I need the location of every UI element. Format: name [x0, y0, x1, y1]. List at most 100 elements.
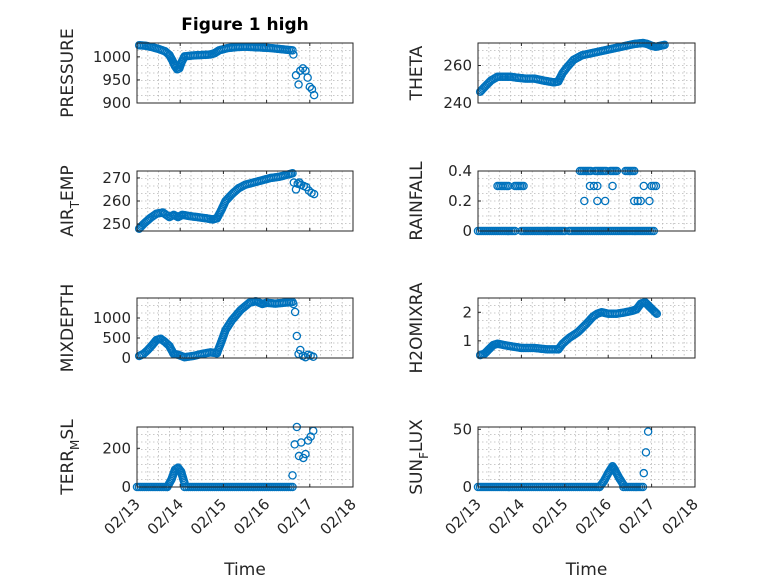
subplot-mixdepth: 0 500 1000 MIXDEPTH — [58, 284, 354, 373]
y-axis-label: MIXDEPTH — [58, 284, 78, 373]
data-point — [294, 80, 303, 89]
data-point — [643, 427, 653, 436]
y-label-tail: LUX — [407, 419, 427, 452]
y-label-subscript: M — [68, 440, 82, 450]
data-point — [608, 181, 617, 191]
y-axis-label: RAINFALL — [407, 161, 427, 241]
y-tick-label: 0.2 — [448, 192, 472, 210]
x-axis-label: Time — [565, 560, 608, 580]
data-point — [652, 309, 662, 318]
x-tick-label: 02/18 — [317, 495, 360, 538]
data-point — [660, 40, 669, 50]
y-tick-label: 50 — [453, 420, 472, 438]
y-label-main: H2OMIXRA — [407, 282, 427, 373]
axes-box — [136, 426, 354, 488]
y-tick-label: 240 — [443, 94, 472, 112]
axes-box — [136, 42, 354, 104]
data-point — [636, 196, 646, 206]
x-tick-label: 02/15 — [187, 495, 230, 538]
y-label-main: RAINFALL — [407, 161, 427, 241]
y-axis-label: H2OMIXRA — [407, 282, 427, 373]
subplot-h2omixra: 1 2 H2OMIXRA — [407, 282, 696, 374]
y-tick-label: 1000 — [93, 309, 131, 327]
x-tick-label: 02/13 — [442, 495, 485, 538]
data-point — [519, 181, 528, 191]
y-label-tail: SL — [58, 419, 78, 440]
y-tick-label: 250 — [102, 215, 131, 233]
y-tick-label: 950 — [102, 71, 131, 89]
y-axis-label: PRESSURE — [58, 28, 78, 117]
y-label-main: MIXDEPTH — [58, 284, 78, 373]
data-point — [290, 307, 300, 317]
series-h2omixra — [475, 298, 662, 360]
axes-box — [477, 426, 696, 488]
subplot-terrmsl: 0 200 02/13 02/14 02/15 02/16 02/17 02/18 Time TE… — [58, 419, 360, 580]
series-airtemp — [134, 169, 319, 233]
data-point — [291, 71, 301, 80]
y-tick-label: 500 — [102, 329, 131, 347]
y-tick-label: 1000 — [93, 48, 131, 66]
y-tick-label: 260 — [102, 192, 131, 210]
axes-box — [477, 42, 696, 104]
data-point — [650, 307, 660, 317]
grid-sunflux — [477, 427, 696, 487]
y-label-main: SUN — [407, 459, 427, 495]
data-point — [651, 308, 661, 318]
data-point — [291, 185, 301, 194]
x-tick-label: 02/16 — [230, 495, 273, 538]
y-tick-label: 0 — [121, 478, 131, 496]
y-tick-label: 200 — [102, 439, 131, 457]
y-tick-label: 1 — [462, 332, 472, 350]
y-label-main: AIR — [58, 208, 78, 237]
subplot-theta: 240 260 THETA — [407, 38, 696, 112]
data-point — [303, 73, 312, 82]
series-sunflux — [473, 427, 653, 492]
data-point — [288, 471, 297, 480]
x-tick-label: 02/16 — [572, 495, 615, 538]
series-theta — [475, 38, 669, 97]
y-label-main: PRESSURE — [58, 28, 78, 117]
subplot-sunflux: 0 50 02/13 02/14 02/15 02/16 02/17 02/18 Time SUN… — [407, 419, 702, 580]
grid-rainfall — [477, 171, 696, 231]
data-point — [629, 196, 639, 206]
data-point — [645, 196, 654, 206]
x-tick-label: 02/15 — [528, 495, 571, 538]
y-axis-label: TERRMSL — [58, 419, 82, 496]
data-point — [289, 50, 298, 59]
x-tick-label: 02/18 — [659, 495, 702, 538]
data-point — [641, 448, 651, 457]
y-tick-label: 270 — [102, 169, 131, 187]
x-tick-label: 02/14 — [144, 495, 187, 538]
y-label-main: THETA — [407, 45, 427, 101]
data-point — [593, 196, 602, 206]
data-point — [580, 196, 589, 206]
subplot-airtemp: 250 260 270 AIRTEMP — [58, 165, 354, 237]
data-point — [504, 181, 513, 191]
data-point — [639, 468, 649, 478]
y-axis-label: THETA — [407, 45, 427, 101]
y-axis-label: AIRTEMP — [58, 165, 82, 236]
x-tick-label: 02/14 — [485, 495, 528, 538]
data-point — [309, 189, 319, 199]
y-label-subscript: T — [68, 200, 82, 209]
x-tick-label: 02/17 — [273, 495, 316, 538]
y-tick-label: 2 — [462, 303, 472, 321]
y-label-main: TERR — [58, 450, 78, 496]
data-point — [292, 331, 302, 341]
y-tick-label: 260 — [443, 57, 472, 75]
grid-terrmsl — [136, 427, 354, 487]
x-tick-label: 02/13 — [101, 495, 144, 538]
y-tick-label: 0 — [462, 222, 472, 240]
data-point — [301, 449, 310, 459]
data-point — [288, 46, 297, 55]
data-point — [589, 181, 599, 191]
y-label-tail: EMP — [58, 165, 78, 201]
series-pressure — [134, 41, 319, 100]
subplot-pressure: 900 950 1000 PRESSURE — [58, 28, 354, 118]
grid-airtemp — [136, 171, 354, 231]
y-label-subscript: F — [417, 452, 431, 459]
figure-title: Figure 1 high — [181, 15, 309, 35]
axes-box — [136, 297, 354, 359]
